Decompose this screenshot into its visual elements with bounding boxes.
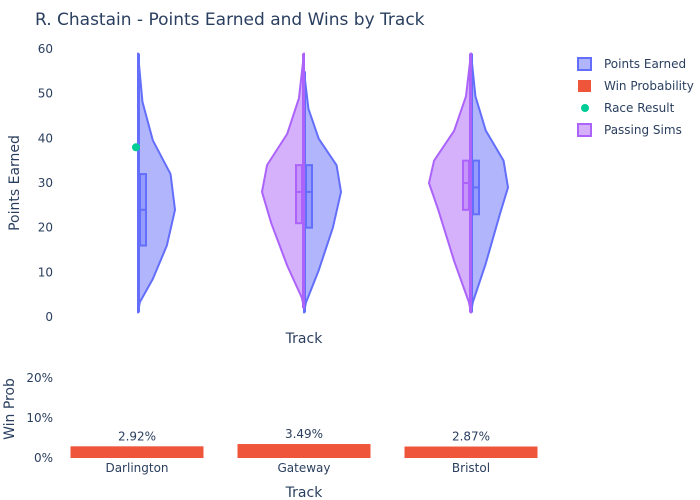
violin-y-tick-label: 0 [45,310,53,324]
legend-swatch [577,57,592,71]
legend-swatch [578,80,591,92]
bar-y-tick-label: 20% [26,371,53,385]
violin-plot-area: 0 10 20 30 40 50 60 [38,42,53,324]
violin-box-gateway-left [295,164,303,225]
violin-y-tick-label: 10 [38,265,53,279]
violin-y-axis-title: Points Earned [7,135,23,231]
violin-y-tick-label: 50 [38,87,53,101]
win-prob-bar-bristol [404,446,538,458]
legend-swatch [577,123,592,137]
violin-y-tick-label: 60 [38,42,53,56]
violin-y-tick-label: 20 [38,221,53,235]
violin-x-axis-title: Track [285,331,324,347]
win-prob-bar-gateway [237,444,371,458]
bar-x-axis-title: Track [285,485,324,500]
violin-y-tick-label: 30 [38,176,53,190]
legend-item-passing-sims[interactable]: Passing Sims [577,123,682,137]
race-result-point [132,143,140,152]
bar-x-tick-label: Gateway [277,461,330,475]
bar-x-tick-label: Darlington [105,461,168,475]
violin-box-gateway-right [305,164,313,229]
legend-label: Win Probability [604,79,694,93]
legend-item-points-earned[interactable]: Points Earned [577,57,686,71]
win-prob-bar-label: 2.87% [452,430,490,444]
bar-x-tick-label: Bristol [452,461,490,475]
win-prob-bar-darlington [70,446,204,458]
win-probability-bars: 0% 10% 20% 2.92% Darlington 3.49% Gateway 2.87%… [26,371,538,475]
violin-half-darlington-right [137,52,176,314]
legend-label: Passing Sims [604,123,682,137]
violin-half-gateway-right [303,70,342,314]
violin-y-tick-label: 40 [38,131,53,145]
violin-series [132,52,509,314]
win-prob-bar-label: 3.49% [285,427,323,441]
legend-item-race-result[interactable]: Race Result [581,101,675,115]
win-prob-bar-label: 2.92% [118,429,156,443]
violin-box-bristol-left [462,159,470,211]
violin-half-bristol-left [428,52,472,314]
legend-label: Race Result [604,101,675,115]
bar-y-tick-label: 10% [26,411,53,425]
bar-y-tick-label: 0% [34,451,53,465]
legend[interactable]: Points Earned Win Probability Race Result P… [577,57,694,137]
legend-label: Points Earned [604,57,686,71]
violin-half-bristol-right [470,52,509,314]
legend-swatch [581,104,589,112]
violin-half-gateway-left [261,52,305,310]
chart-title: R. Chastain - Points Earned and Wins by … [35,10,425,30]
bar-y-axis-title: Win Prob [2,378,18,440]
legend-item-win-probability[interactable]: Win Probability [578,79,694,93]
